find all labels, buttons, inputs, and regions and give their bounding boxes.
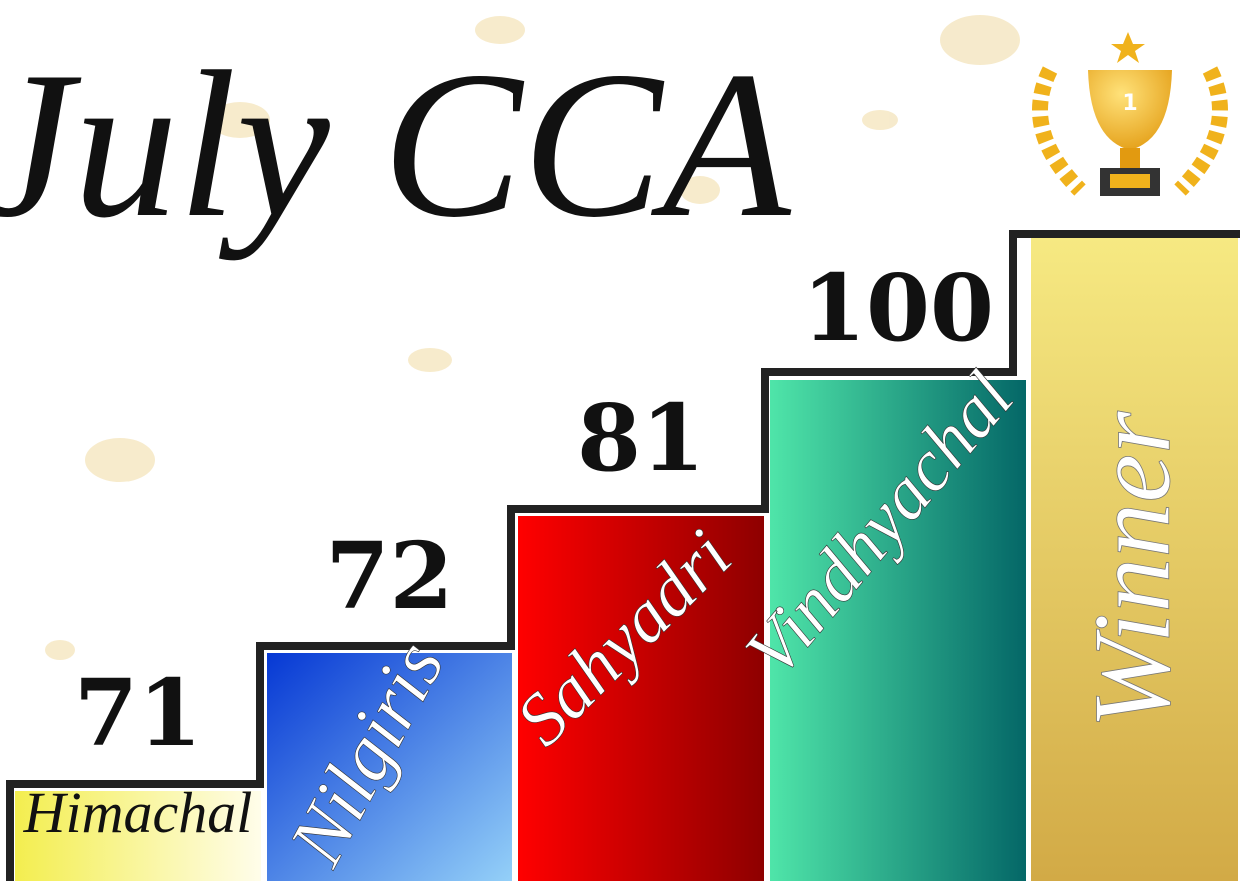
poster: July CCA 1 71Himachal72Nilgiris81Sahyadr… [0,0,1250,881]
step-score: 81 [577,384,705,492]
trophy-rank: 1 [1122,91,1137,116]
house-name: Himachal [23,780,253,845]
steps: 71Himachal72Nilgiris81Sahyadri100Vindhya… [15,238,1238,881]
title: July CCA [0,29,791,261]
step-score: 71 [74,659,202,767]
step-score: 72 [325,522,453,630]
trophy-icon: 1 [1040,32,1220,196]
page: July CCA 1 71Himachal72Nilgiris81Sahyadr… [0,0,1250,881]
winner-label: Winner [1071,410,1193,729]
step-score: 100 [802,254,994,362]
